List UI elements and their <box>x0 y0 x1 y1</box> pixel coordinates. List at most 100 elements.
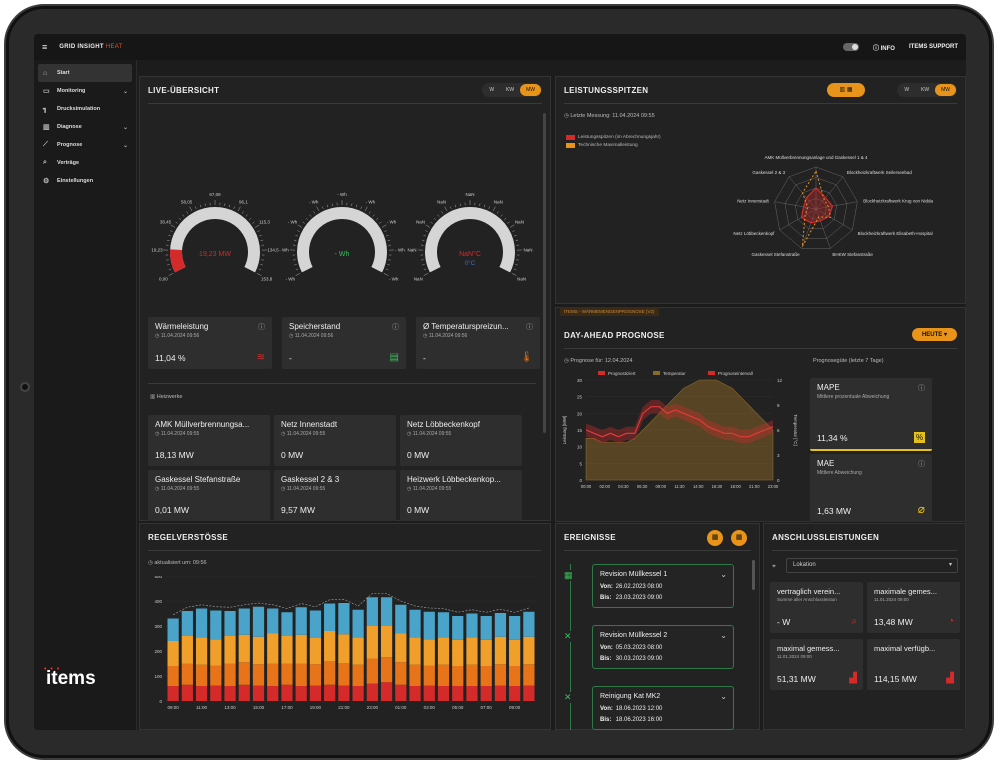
mae-card[interactable]: MAE Mittlere Abweichung 1,63 MW ⓘ ⌀ <box>810 454 932 522</box>
unit-kw[interactable]: KW <box>506 87 515 93</box>
info-icon[interactable]: ⓘ <box>392 324 399 331</box>
chevron-down-icon: ⌄ <box>122 142 128 149</box>
legend-entry[interactable]: Leistungsspitzen (im Abrechnungsjahr) <box>566 135 661 140</box>
support-button[interactable]: ITEMS SUPPORT <box>908 44 958 50</box>
unit-mw[interactable]: MW <box>520 84 541 96</box>
violation-bar-segment <box>252 664 265 686</box>
kpi-card[interactable]: Ø Temperaturspreizun... ◷ 11.04.2024 09:5… <box>416 317 540 369</box>
gauge-tick-label: NaN <box>414 276 423 281</box>
violation-bar-segment <box>167 618 179 641</box>
sidebar-item-verträge[interactable]: ⌕ Verträge <box>43 159 80 166</box>
plant-card[interactable]: Gaskessel Stefanstraße ◷ 11.04.2024 09:55… <box>148 470 270 521</box>
violation-bar-segment <box>452 686 464 701</box>
bar-chart-icon: ▥ <box>43 124 50 131</box>
storage-icon: ▤ <box>389 352 399 363</box>
info-icon[interactable]: ⓘ <box>918 385 925 392</box>
violation-bar-segment <box>494 636 507 665</box>
calendar-add-button[interactable]: ▦ <box>731 530 747 546</box>
hamburger-menu-icon[interactable]: ≡ <box>42 42 48 52</box>
chevron-down-icon[interactable]: ⌄ <box>720 570 727 579</box>
thermometer-icon: 🌡 <box>520 352 533 363</box>
radar-axis-label: BHKW Stefanstraße <box>832 252 873 257</box>
event-card[interactable]: Reinigung Kat MK2 ⌄ Von: 18.06.2023 12:00 B… <box>592 686 734 730</box>
unit-mw[interactable]: MW <box>935 84 956 96</box>
plant-card[interactable]: Heizwerk Löbbeckenkop... ◷ 11.04.2024 09:… <box>400 470 522 521</box>
x-tick-label: 19:00 <box>310 705 322 710</box>
violation-bar-segment <box>494 664 507 686</box>
chevron-down-icon: ⌄ <box>122 88 128 95</box>
location-select[interactable]: Lokation ▾ <box>786 558 958 573</box>
scrollbar[interactable] <box>752 560 755 590</box>
unit-kw[interactable]: KW <box>921 87 930 93</box>
unit-w[interactable]: W <box>489 87 495 93</box>
violation-bar-segment <box>309 664 322 686</box>
violation-bar-segment <box>238 684 250 701</box>
kpi-card[interactable]: Speicherstand ◷ 11.04.2024 09:56- ⓘ ▤ <box>282 317 406 369</box>
gauge-tick-label: - Wh <box>387 220 397 225</box>
x-tick-label: 21:00 <box>338 705 350 710</box>
gauge-tick-label: - Wh <box>279 248 289 253</box>
event-card[interactable]: Revision Müllkessel 1 ⌄ Von: 26.02.2023 08… <box>592 564 734 608</box>
plant-card[interactable]: Gaskessel 2 & 3 ◷ 11.04.2024 09:55 9,57 MW <box>274 470 396 521</box>
info-icon[interactable]: ⓘ <box>526 324 533 331</box>
x-tick-label: 09:00 <box>656 484 667 489</box>
plant-card[interactable]: Netz Löbbeckenkopf ◷ 11.04.2024 09:55 0 MW <box>400 415 522 466</box>
sidebar-item-einstellungen[interactable]: ⚙ Einstellungen <box>43 178 94 185</box>
violation-bar-segment <box>423 611 435 640</box>
gauge-tick-label: NaN <box>515 220 524 225</box>
gauge-tick-label: NaN <box>465 192 474 197</box>
violation-bar-segment <box>437 686 450 701</box>
x-tick-label: 11:00 <box>196 705 207 710</box>
plant-card[interactable]: Netz Innenstadt ◷ 11.04.2024 09:55 0 MW <box>274 415 396 466</box>
violation-bar-segment <box>224 611 236 636</box>
y-tick-label: 500 <box>154 576 162 579</box>
gauge-tick-label: NaN <box>517 276 526 281</box>
panel-title: LIVE-ÜBERSICHT <box>148 86 220 95</box>
violation-bar-segment <box>224 663 236 686</box>
connection-card[interactable]: vertraglich verein... Summe aller Anschlu… <box>770 582 863 633</box>
app-logo[interactable]: GRID INSIGHT HEAT <box>59 44 123 50</box>
today-dropdown[interactable]: HEUTE ▾ <box>911 328 957 341</box>
x-tick-label: 16:30 <box>712 484 723 489</box>
info-icon[interactable]: ⓘ <box>258 324 265 331</box>
sidebar-item-prognose[interactable]: ⟋ Prognose ⌄ <box>43 141 128 149</box>
violation-bar-segment <box>195 608 208 638</box>
violation-bar-segment <box>295 663 307 686</box>
event-card[interactable]: Revision Müllkessel 2 ⌄ Von: 05.03.2023 08… <box>592 625 734 669</box>
sidebar-item-monitoring[interactable]: ▭ Monitoring ⌄ <box>43 88 128 95</box>
sidebar-item-diagnose[interactable]: ▥ Diagnose ⌄ <box>43 124 128 131</box>
theme-toggle[interactable] <box>842 43 859 51</box>
gauge-value: NaN°C <box>459 250 481 258</box>
connection-card[interactable]: maximale gemes... 11.01.2024 09:00 13,48 M… <box>867 582 960 633</box>
sidebar-item-start[interactable]: ⌂ Start <box>38 64 132 82</box>
violation-bar-segment <box>181 684 193 701</box>
calendar-filter-button[interactable]: ▦ <box>707 530 723 546</box>
violation-bar-segment <box>338 685 350 701</box>
violation-bar-segment <box>267 686 279 701</box>
chevron-down-icon[interactable]: ⌄ <box>720 631 727 640</box>
plant-card[interactable]: AMK Müllverbrennungsa... ◷ 11.04.2024 09:… <box>148 415 270 466</box>
mape-card[interactable]: MAPE Mittlere prozentuale Abweichung 11,… <box>810 378 932 451</box>
connection-card[interactable]: maximal gemess... 11.01.2024 09:00 51,31 M… <box>770 639 863 690</box>
scrollbar[interactable] <box>543 113 546 433</box>
violation-bar-segment <box>195 664 208 686</box>
wrench-icon: ✕ <box>564 692 572 703</box>
chevron-down-icon[interactable]: ⌄ <box>720 692 727 701</box>
sidebar-item-drucksimulation[interactable]: ┓ Drucksimulation <box>43 106 101 113</box>
x-tick-label: 13:00 <box>224 705 236 710</box>
unit-w[interactable]: W <box>904 87 910 93</box>
info-button[interactable]: ⓘ INFO <box>872 45 895 52</box>
legend-entry[interactable]: Technische Maximalleistung <box>566 143 661 148</box>
y-tick-label: 400 <box>154 599 162 604</box>
connection-card[interactable]: maximal verfügb... 114,15 MW ▟ <box>867 639 960 690</box>
radar-axis-label: AMK Müllverbrennungsanlage und Gaskessel… <box>764 155 868 160</box>
violation-bar-segment <box>267 663 279 686</box>
violation-bar-segment <box>324 603 336 631</box>
x-tick-label: 09:00 <box>167 705 179 710</box>
kpi-card[interactable]: Wärmeleistung ◷ 11.04.2024 09:56 11,04 % ⓘ ≋ <box>148 317 272 369</box>
violation-bar-segment <box>480 686 492 701</box>
chart-view-button[interactable]: ▥ ▦ <box>827 83 865 97</box>
violation-bar-segment <box>324 684 336 701</box>
info-icon[interactable]: ⓘ <box>918 461 925 468</box>
forecast-date: ◷ Prognose für: 12.04.2024 <box>564 358 633 364</box>
